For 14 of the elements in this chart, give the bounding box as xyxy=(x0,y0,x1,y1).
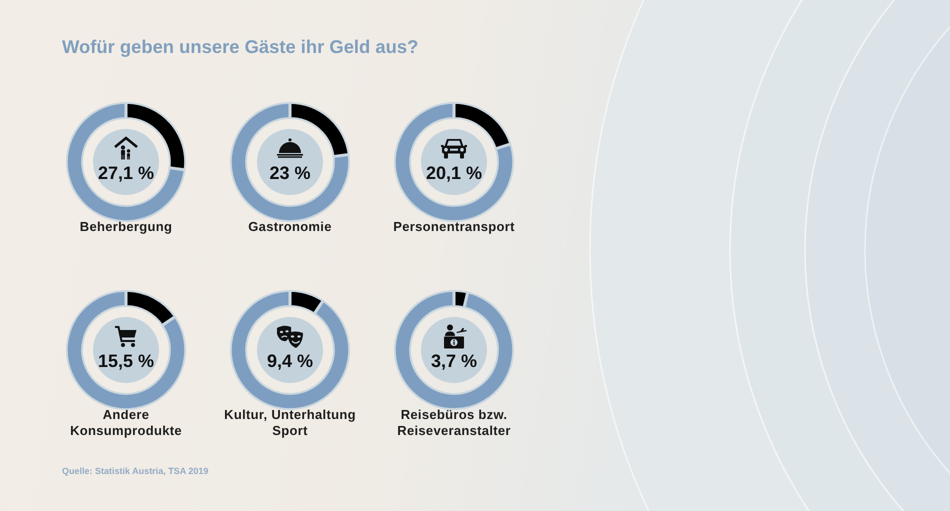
text: Wofür geben unsere Gäste ihr Geld aus? xyxy=(62,36,418,58)
text: 27,1 % xyxy=(98,162,154,183)
text: Reisebüros bzw. Reiseveranstalter xyxy=(396,407,512,439)
text: 15,5 % xyxy=(98,350,154,371)
text: 23 % xyxy=(269,162,311,183)
text: Kultur, Unterhaltung Sport xyxy=(223,407,357,439)
text: Andere Konsumprodukte xyxy=(69,407,183,439)
text: 3,7 % xyxy=(430,350,478,371)
text: Personentransport xyxy=(392,219,516,235)
text: Gastronomie xyxy=(247,219,333,235)
text: Beherbergung xyxy=(78,219,174,235)
source-note: Quelle: Statistik Austria, TSA 2019 xyxy=(62,465,208,477)
text: 9,4 % xyxy=(266,350,314,371)
text: 20,1 % xyxy=(426,162,482,183)
